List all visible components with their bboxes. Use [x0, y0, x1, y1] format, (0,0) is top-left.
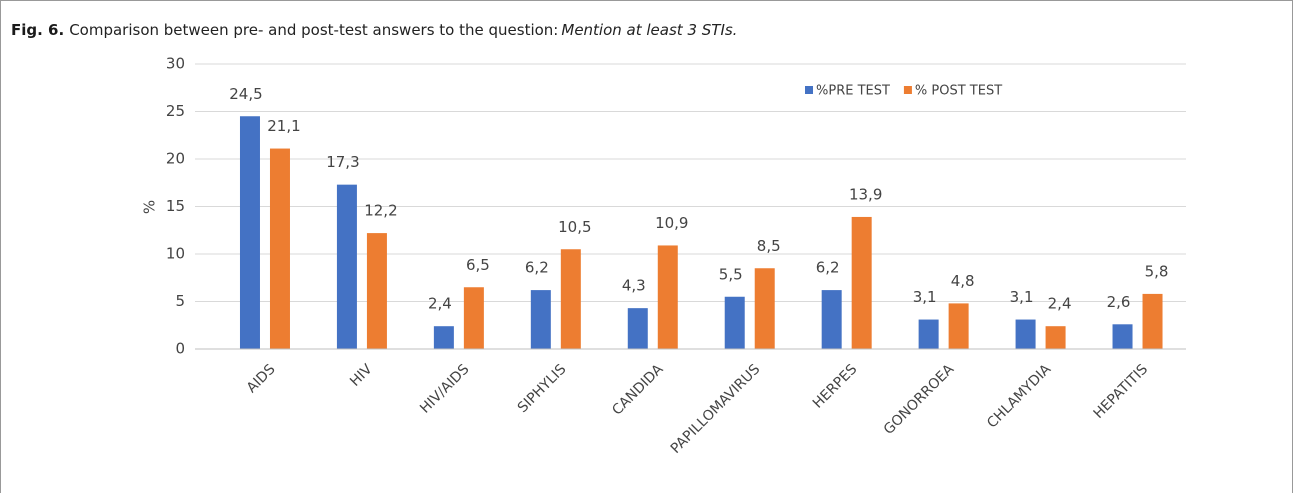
- bar: [948, 303, 969, 349]
- x-tick-label: PAPILLOMAVIRUS: [668, 361, 764, 457]
- bar: [1142, 293, 1163, 349]
- y-tick-label: 20: [166, 150, 185, 168]
- y-tick-label: 25: [166, 102, 185, 120]
- x-tick-label: CHLAMYDIA: [984, 361, 1054, 431]
- value-label: 10,5: [558, 218, 591, 236]
- value-label: 8,5: [757, 237, 781, 255]
- value-label: 5,5: [719, 265, 743, 283]
- x-tick-label: HERPES: [810, 361, 860, 411]
- bar: [851, 216, 872, 349]
- value-label: 4,8: [951, 272, 975, 290]
- bar: [1045, 326, 1066, 349]
- value-label: 13,9: [849, 185, 882, 203]
- bar: [1112, 324, 1133, 349]
- y-tick-label: 0: [175, 340, 185, 358]
- value-label: 6,5: [466, 256, 490, 274]
- x-tick-label: HIV/AIDS: [417, 361, 472, 416]
- x-tick-label: AIDS: [244, 361, 279, 396]
- value-label: 24,5: [229, 85, 262, 103]
- value-label: 2,6: [1107, 293, 1131, 311]
- y-tick-label: 10: [166, 245, 185, 263]
- bar: [239, 116, 260, 349]
- y-axis-label: %: [141, 200, 159, 214]
- bar: [724, 296, 745, 349]
- legend-swatch: [903, 86, 912, 94]
- x-tick-label: CANDIDA: [609, 361, 666, 418]
- y-tick-label: 30: [166, 55, 185, 73]
- value-label: 2,4: [1048, 295, 1072, 313]
- value-label: 6,2: [816, 259, 840, 277]
- value-label: 4,3: [622, 277, 646, 295]
- bar: [269, 148, 290, 349]
- bar: [463, 287, 484, 349]
- bar: [627, 308, 648, 349]
- x-tick-label: SIPHYLIS: [515, 361, 570, 416]
- bar: [657, 245, 678, 349]
- value-label: 5,8: [1145, 262, 1169, 280]
- x-tick-label: HEPATITIS: [1091, 361, 1152, 422]
- caption-label: Fig. 6.: [11, 21, 65, 39]
- bar: [433, 326, 454, 349]
- legend-label: %PRE TEST: [816, 84, 890, 99]
- bar: [530, 290, 551, 349]
- value-label: 12,2: [364, 202, 397, 220]
- value-label: 17,3: [326, 153, 359, 171]
- value-label: 6,2: [525, 259, 549, 277]
- caption-question: Mention at least 3 STIs.: [561, 21, 738, 39]
- caption-text: Comparison between pre- and post-test an…: [69, 21, 559, 39]
- bar: [560, 249, 581, 349]
- y-tick-label: 15: [166, 197, 185, 215]
- bar: [821, 290, 842, 349]
- value-label: 21,1: [267, 117, 300, 135]
- value-label: 10,9: [655, 214, 688, 232]
- caption: Fig. 6. Comparison between pre- and post-…: [11, 21, 737, 39]
- x-tick-label: GONORROEA: [881, 361, 958, 438]
- bar: [754, 268, 775, 349]
- legend-swatch: [805, 86, 813, 94]
- bar: [1015, 319, 1036, 349]
- bar: [366, 233, 387, 349]
- x-tick-label: HIV: [347, 361, 376, 390]
- value-label: 3,1: [913, 288, 937, 306]
- value-label: 2,4: [428, 295, 452, 313]
- bar: [918, 319, 939, 349]
- value-label: 3,1: [1010, 288, 1034, 306]
- y-tick-label: 5: [175, 292, 185, 310]
- legend-label: % POST TEST: [915, 84, 1002, 99]
- bar: [336, 184, 357, 349]
